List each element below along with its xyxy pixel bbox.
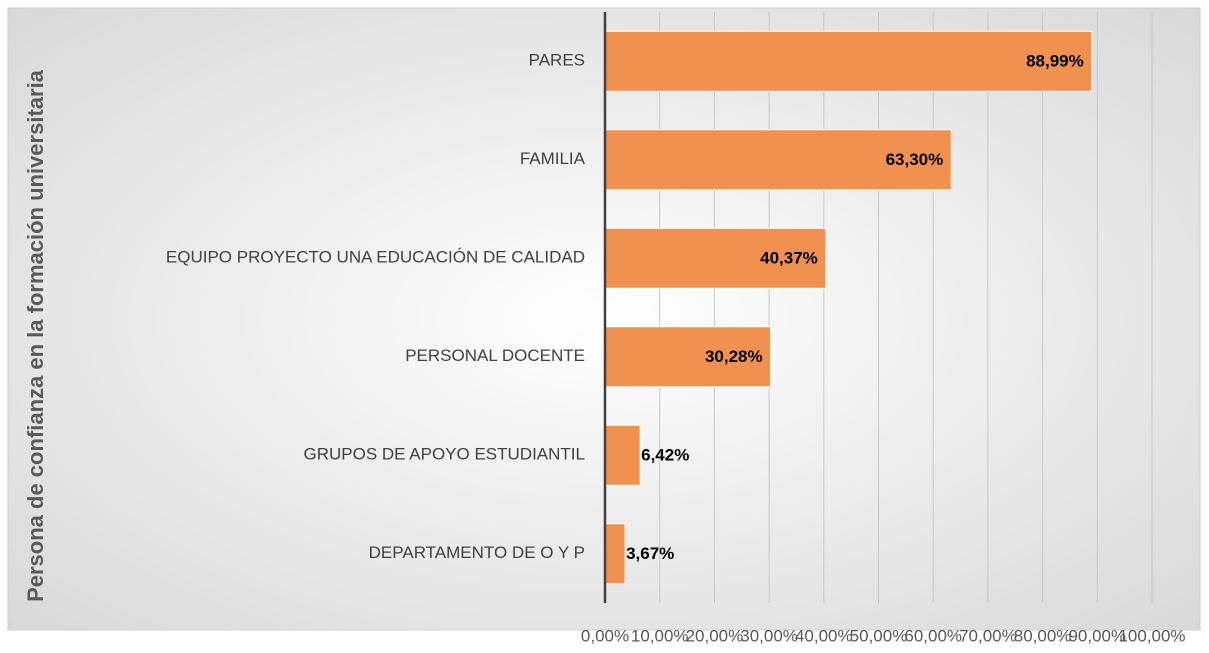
data-label: 63,30% — [886, 150, 944, 169]
data-label: 88,99% — [1026, 52, 1084, 71]
y-tick-label: PARES — [529, 51, 585, 70]
y-axis-title: Persona de confianza en la formación uni… — [23, 70, 48, 602]
y-tick-label: EQUIPO PROYECTO UNA EDUCACIÓN DE CALIDAD — [166, 248, 585, 267]
bar — [604, 30, 1093, 92]
x-tick-label: 10,00% — [631, 626, 689, 645]
x-tick-label: 60,00% — [904, 626, 962, 645]
data-label: 30,28% — [705, 347, 763, 366]
x-tick-label: 20,00% — [686, 626, 744, 645]
x-tick-label: 30,00% — [740, 626, 798, 645]
x-tick-label: 90,00% — [1068, 626, 1126, 645]
data-label: 6,42% — [641, 446, 689, 465]
bar — [604, 523, 626, 585]
x-tick-label: 100,00% — [1118, 626, 1185, 645]
x-tick-label: 70,00% — [959, 626, 1017, 645]
y-tick-label: PERSONAL DOCENTE — [405, 346, 585, 365]
y-tick-label: GRUPOS DE APOYO ESTUDIANTIL — [303, 445, 585, 464]
bar — [604, 424, 641, 486]
data-label: 40,37% — [760, 249, 818, 268]
x-tick-label: 50,00% — [850, 626, 908, 645]
y-tick-label: FAMILIA — [520, 149, 586, 168]
x-tick-label: 40,00% — [795, 626, 853, 645]
y-tick-label: DEPARTAMENTO DE O Y P — [369, 543, 585, 562]
bar — [604, 129, 952, 191]
x-tick-label: 80,00% — [1014, 626, 1072, 645]
data-label: 3,67% — [626, 544, 674, 563]
x-tick-label: 0,00% — [581, 626, 629, 645]
